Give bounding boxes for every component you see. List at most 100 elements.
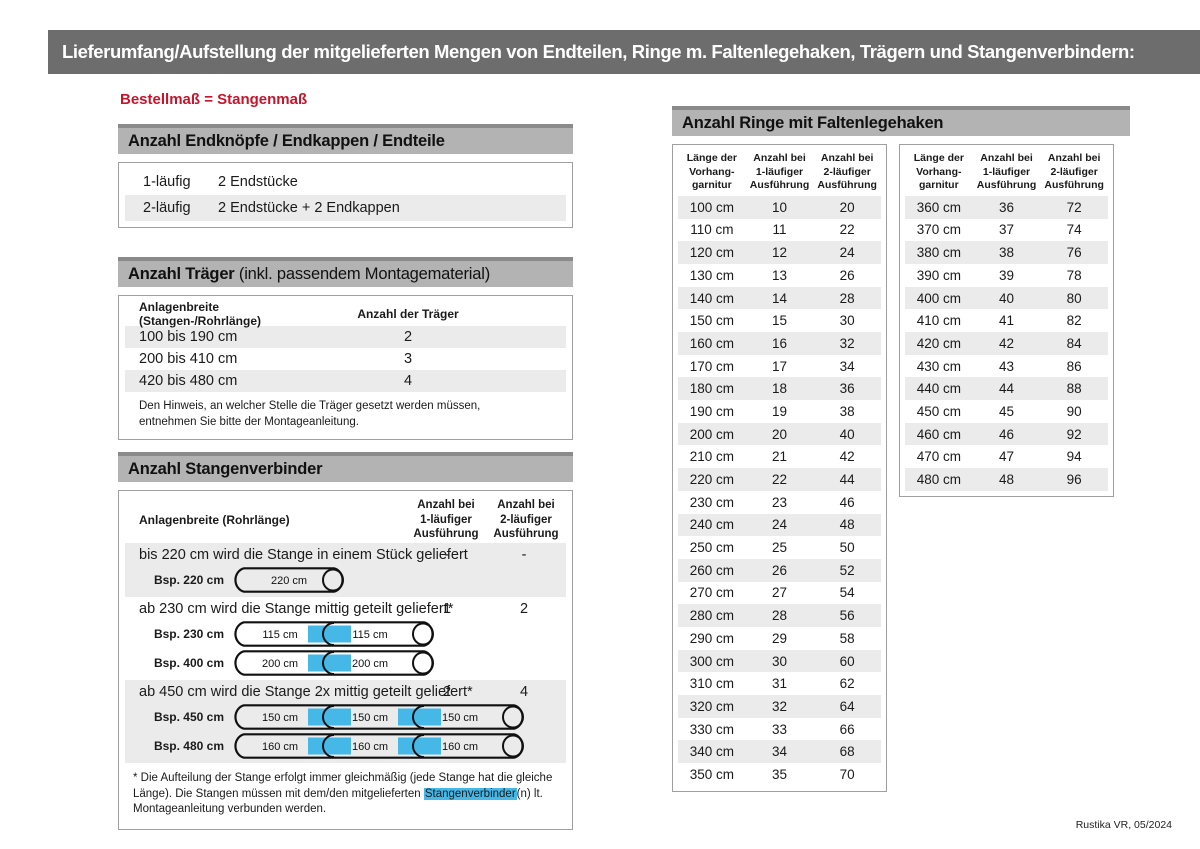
cell: 94 — [1066, 449, 1082, 465]
table-row: 460 cm 46 92 — [905, 422, 1108, 446]
cell: 41 — [998, 313, 1015, 329]
verbinder-blocks: bis 220 cm wird die Stange in einem Stüc… — [125, 543, 566, 764]
cell-count: 4 — [403, 373, 413, 389]
cell: 34 — [839, 358, 855, 374]
table-header: Länge der Vorhang- garnitur Anzahl bei 1-… — [678, 152, 881, 193]
table-row: 260 cm 26 52 — [678, 558, 881, 582]
cell: 28 — [771, 608, 788, 624]
cell: 36 — [998, 199, 1015, 215]
rod-example: Bsp. 230 cm 115 cm 115 cm — [125, 619, 566, 648]
table-row: 440 cm 44 88 — [905, 377, 1108, 401]
cell: 22 — [839, 222, 855, 238]
ring-table-left: Länge der Vorhang- garnitur Anzahl bei 1-… — [672, 144, 887, 792]
cell: 82 — [1066, 313, 1082, 329]
cell: 46 — [839, 494, 855, 510]
cell: 31 — [771, 676, 788, 692]
cell: 230 cm — [689, 494, 734, 510]
endpieces-table: 1-läufig 2 Endstücke 2-läufig 2 Endstücke +… — [118, 162, 573, 228]
section-title: Anzahl Stangenverbinder — [128, 459, 323, 478]
table-row: 480 cm 48 96 — [905, 468, 1108, 491]
section-title: Anzahl Träger — [128, 264, 235, 283]
footnote-text: * Die Aufteilung der Stange erfolgt imme… — [133, 772, 553, 800]
section-title: Anzahl Ringe mit Faltenlegehaken — [682, 113, 944, 132]
cell: 390 cm — [916, 267, 961, 283]
cell: 43 — [998, 358, 1015, 374]
footnote-text: (n) lt. Montageanleitung verbunden werde… — [133, 787, 543, 816]
cell-variant: 2-läufig — [143, 200, 191, 216]
cell: 22 — [771, 472, 788, 488]
page-title: Lieferumfang/Aufstellung der mitgeliefer… — [62, 41, 1135, 62]
table-row: 180 cm 18 36 — [678, 377, 881, 401]
table-row: 330 cm 33 66 — [678, 718, 881, 741]
rod-diagram: 220 cm — [234, 566, 344, 593]
cell: 210 cm — [689, 449, 734, 465]
svg-text:150 cm: 150 cm — [262, 712, 298, 724]
rod-example-label: Bsp. 450 cm — [153, 709, 224, 724]
section-header-traeger: Anzahl Träger (inkl. passendem Montagema… — [118, 257, 573, 287]
cell: 74 — [1066, 222, 1082, 238]
rod-example-label: Bsp. 230 cm — [153, 626, 224, 641]
cell: 62 — [839, 676, 855, 692]
rod-example: Bsp. 220 cm 220 cm — [125, 565, 566, 594]
cell: 47 — [998, 449, 1015, 465]
table-row: 100 bis 190 cm 2 — [125, 326, 566, 348]
cell: 350 cm — [689, 766, 734, 782]
cell: 20 — [771, 426, 788, 442]
cell: 44 — [998, 381, 1015, 397]
cell: 46 — [998, 426, 1015, 442]
cell: 170 cm — [689, 358, 734, 374]
ring-table-right: Länge der Vorhang- garnitur Anzahl bei 1-… — [899, 144, 1114, 497]
cell: 240 cm — [689, 517, 734, 533]
cell: 380 cm — [916, 245, 961, 261]
table-header: Anlagenbreite (Rohrlänge) Anzahl bei 1-l… — [125, 497, 566, 543]
rule-line: ab 450 cm wird die Stange 2x mittig gete… — [125, 682, 566, 702]
cell: 72 — [1066, 199, 1082, 215]
cell: 28 — [839, 290, 855, 306]
verbinder-table: Anlagenbreite (Rohrlänge) Anzahl bei 1-l… — [118, 490, 573, 830]
cell: 60 — [839, 653, 855, 669]
column-header-1-laeufig: Anzahl bei 1-läufiger Ausführung — [413, 499, 479, 541]
table-row: 270 cm 27 54 — [678, 582, 881, 605]
cell: 48 — [998, 472, 1015, 488]
cell: 140 cm — [689, 290, 734, 306]
table-row: 210 cm 21 42 — [678, 445, 881, 468]
cell-range: 200 bis 410 cm — [139, 351, 238, 367]
cell: 330 cm — [689, 721, 734, 737]
cell: 54 — [839, 585, 855, 601]
column-header-1-laeufig: Anzahl bei 1-läufiger Ausführung — [749, 152, 810, 192]
cell: 24 — [839, 245, 855, 261]
cell: 25 — [771, 540, 788, 556]
svg-text:160 cm: 160 cm — [352, 741, 388, 753]
rod-example: Bsp. 480 cm 160 cm 160 cm 160 cm — [125, 731, 566, 760]
cell: 66 — [839, 721, 855, 737]
cell: 17 — [771, 358, 788, 374]
cell: 470 cm — [916, 449, 961, 465]
cell: 190 cm — [689, 403, 734, 419]
svg-text:160 cm: 160 cm — [442, 741, 478, 753]
column-header-anlagenbreite: Anlagenbreite (Rohrlänge) — [139, 513, 290, 528]
cell: 150 cm — [689, 313, 734, 329]
table-row: 220 cm 22 44 — [678, 468, 881, 491]
rod-example: Bsp. 400 cm 200 cm 200 cm — [125, 648, 566, 677]
table-row: 360 cm 36 72 — [905, 195, 1108, 219]
cell: 400 cm — [916, 290, 961, 306]
table-row: 430 cm 43 86 — [905, 355, 1108, 378]
cell: 40 — [998, 290, 1015, 306]
cell: 130 cm — [689, 267, 734, 283]
cell: 88 — [1066, 381, 1082, 397]
cell: 20 — [839, 199, 855, 215]
column-header-1-laeufig: Anzahl bei 1-läufiger Ausführung — [976, 152, 1037, 192]
table-row: 410 cm 41 82 — [905, 309, 1108, 332]
cell: 300 cm — [689, 653, 734, 669]
svg-text:115 cm: 115 cm — [352, 629, 387, 641]
cell: 36 — [839, 381, 855, 397]
table-row: 310 cm 31 62 — [678, 672, 881, 695]
table-row: 240 cm 24 48 — [678, 513, 881, 537]
svg-text:150 cm: 150 cm — [442, 712, 478, 724]
cell: 39 — [998, 267, 1015, 283]
cell: 32 — [839, 335, 855, 351]
cell: 76 — [1066, 245, 1082, 261]
cell-count: 2 — [403, 329, 413, 345]
table-row: 150 cm 15 30 — [678, 309, 881, 332]
table-row: 390 cm 39 78 — [905, 264, 1108, 287]
